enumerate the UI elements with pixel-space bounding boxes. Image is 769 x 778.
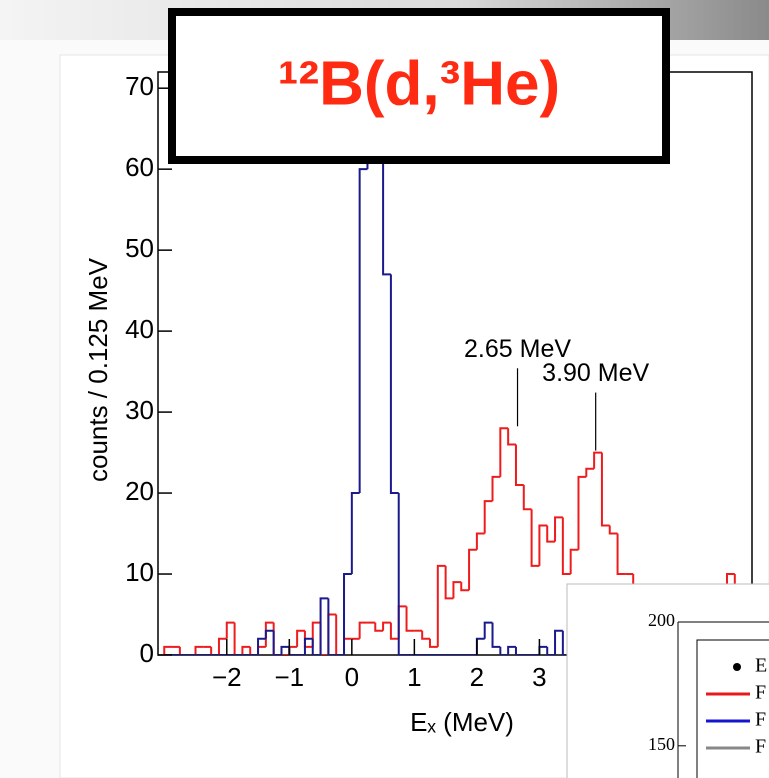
histogram-bin <box>343 573 352 655</box>
x-tick-label: 2 <box>470 662 484 692</box>
y-tick-label: 30 <box>125 395 154 425</box>
legend-label: F <box>755 709 766 731</box>
title-box <box>168 8 670 164</box>
histogram-bin <box>335 614 345 655</box>
histogram-bin <box>483 621 493 639</box>
histogram-bin <box>593 451 602 469</box>
histogram-bin <box>554 629 563 655</box>
histogram-bin <box>491 475 501 502</box>
histogram-bin <box>225 621 235 639</box>
histogram-bin <box>311 638 321 655</box>
y-tick-label: 40 <box>125 314 154 344</box>
histogram-bin <box>577 475 587 550</box>
histogram-bin <box>217 637 227 655</box>
histogram-bin <box>538 524 548 566</box>
histogram-bin <box>210 646 219 655</box>
histogram-bin <box>296 629 305 647</box>
chart-title: ¹²B(d,³He) <box>278 49 560 118</box>
histogram-bin <box>327 598 337 655</box>
annotation: 2.65 MeV <box>464 335 571 363</box>
histogram-bin <box>257 637 266 655</box>
y-tick-label: 0 <box>140 638 154 668</box>
histogram-bin <box>530 509 540 567</box>
histogram-bin <box>264 629 274 639</box>
x-tick-label: −1 <box>274 662 304 692</box>
x-tick-label: −2 <box>212 662 242 692</box>
histogram-bin <box>272 630 282 655</box>
histogram-bin <box>194 645 204 655</box>
histogram-bin <box>507 645 516 655</box>
x-tick-label: 1 <box>407 662 421 692</box>
y-tick-label: 50 <box>125 233 154 263</box>
histogram-bin <box>608 525 618 535</box>
y-tick-label: 20 <box>125 476 154 506</box>
histogram-bin <box>241 645 251 655</box>
x-axis-label: Eₓ (MeV) <box>410 707 514 737</box>
histogram-bin <box>475 532 485 550</box>
histogram-bin <box>546 525 556 543</box>
histogram-bin <box>569 548 579 575</box>
legend-label: E <box>755 655 767 677</box>
histogram-bin <box>358 168 368 494</box>
y-tick-label: 10 <box>125 557 154 587</box>
inset-legend-box <box>696 639 769 778</box>
histogram-bin <box>499 646 509 655</box>
histogram-bin <box>436 564 446 647</box>
histogram-bin <box>405 606 415 632</box>
histogram-bin <box>444 565 454 600</box>
histogram-bin <box>514 444 524 486</box>
inset-y-tick-label: 150 <box>648 734 675 754</box>
x-tick-label: 0 <box>345 662 359 692</box>
histogram-bin <box>600 452 610 527</box>
histogram-bin <box>163 645 173 655</box>
histogram-bin <box>561 630 571 655</box>
histogram-bin <box>421 630 430 640</box>
histogram-bin <box>397 493 407 655</box>
histogram-bin <box>546 646 556 655</box>
annotation: 3.90 MeV <box>542 359 649 387</box>
histogram-bin <box>452 581 462 599</box>
histogram-bin <box>249 646 259 655</box>
histogram-bin <box>264 621 274 647</box>
inset-y-tick-label: 200 <box>648 610 675 630</box>
histogram-bin <box>507 428 516 446</box>
histogram-bin <box>319 597 329 655</box>
histogram-bin <box>374 622 384 632</box>
histogram-bin <box>389 274 399 495</box>
histogram-bin <box>483 500 493 534</box>
histogram-bin <box>561 517 571 576</box>
histogram-bin <box>585 467 595 477</box>
histogram-bin <box>350 492 360 575</box>
y-axis-label: counts / 0.125 MeV <box>83 257 113 482</box>
y-tick-label: 70 <box>125 71 154 101</box>
x-tick-label: 3 <box>532 662 546 692</box>
histogram-bin <box>280 645 290 655</box>
legend-label: F <box>755 736 766 758</box>
histogram-bin <box>522 484 532 511</box>
histogram-bin <box>616 533 626 576</box>
histogram-bin <box>554 516 563 542</box>
histogram-bin <box>382 621 391 631</box>
histogram-bin <box>358 621 368 639</box>
histogram-bin <box>428 638 438 648</box>
histogram-bin <box>468 548 477 591</box>
histogram-bin <box>178 646 188 655</box>
histogram-bin <box>491 622 501 648</box>
histogram-bin <box>499 427 509 477</box>
histogram-bin <box>389 622 399 640</box>
histogram-bin <box>233 622 243 655</box>
histogram-bin <box>460 582 470 592</box>
legend-label: F <box>755 682 766 704</box>
y-tick-label: 60 <box>125 152 154 182</box>
legend-marker <box>733 663 741 671</box>
histogram-bin <box>514 646 524 655</box>
histogram-bin <box>303 637 313 655</box>
